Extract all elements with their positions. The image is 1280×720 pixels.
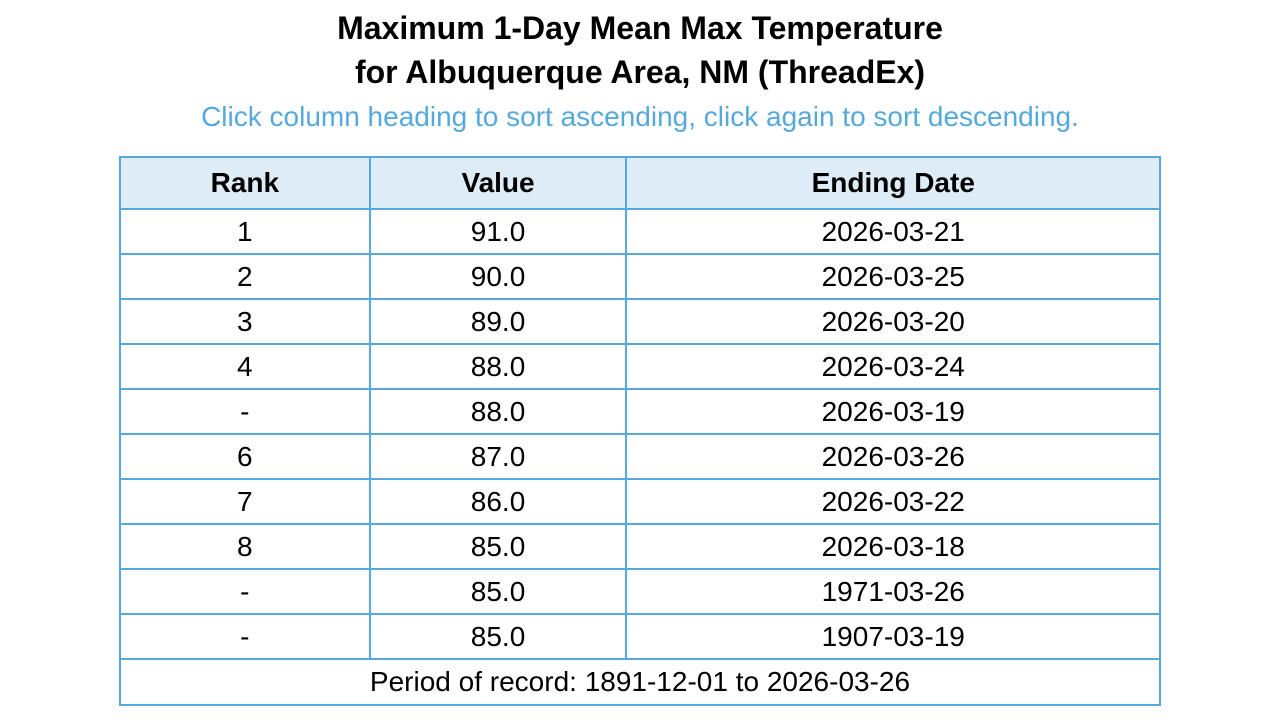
records-table-container: Rank Value Ending Date 1 91.0 2026-03-21… <box>119 156 1161 706</box>
table-row: 8 85.0 2026-03-18 <box>119 523 1161 570</box>
sort-instructions: Click column heading to sort ascending, … <box>201 101 1079 132</box>
cell-ending-date: 2026-03-25 <box>625 253 1161 300</box>
table-row: 7 86.0 2026-03-22 <box>119 478 1161 525</box>
cell-value: 88.0 <box>368 343 628 390</box>
cell-rank: - <box>119 388 371 435</box>
cell-value: 85.0 <box>368 523 628 570</box>
cell-value: 90.0 <box>368 253 628 300</box>
cell-value: 85.0 <box>368 613 628 660</box>
table-row: 4 88.0 2026-03-24 <box>119 343 1161 390</box>
records-table: Rank Value Ending Date 1 91.0 2026-03-21… <box>119 156 1161 706</box>
cell-ending-date: 2026-03-18 <box>625 523 1161 570</box>
cell-rank: 3 <box>119 298 371 345</box>
column-header-ending-date[interactable]: Ending Date <box>625 156 1161 210</box>
cell-value: 91.0 <box>368 208 628 255</box>
page-title-line1: Maximum 1-Day Mean Max Temperature <box>337 10 943 46</box>
table-row: 6 87.0 2026-03-26 <box>119 433 1161 480</box>
cell-value: 87.0 <box>368 433 628 480</box>
table-row: 1 91.0 2026-03-21 <box>119 208 1161 255</box>
cell-value: 86.0 <box>368 478 628 525</box>
table-row: 2 90.0 2026-03-25 <box>119 253 1161 300</box>
cell-rank: 4 <box>119 343 371 390</box>
cell-value: 89.0 <box>368 298 628 345</box>
cell-value: 85.0 <box>368 568 628 615</box>
cell-rank: 6 <box>119 433 371 480</box>
cell-rank: 1 <box>119 208 371 255</box>
header-row: Rank Value Ending Date <box>119 156 1161 210</box>
table-row: - 85.0 1907-03-19 <box>119 613 1161 660</box>
cell-ending-date: 2026-03-22 <box>625 478 1161 525</box>
footer-row: Period of record: 1891-12-01 to 2026-03-… <box>119 658 1161 706</box>
table-row: 3 89.0 2026-03-20 <box>119 298 1161 345</box>
cell-ending-date: 2026-03-24 <box>625 343 1161 390</box>
cell-rank: - <box>119 613 371 660</box>
cell-rank: 7 <box>119 478 371 525</box>
table-row: - 85.0 1971-03-26 <box>119 568 1161 615</box>
cell-ending-date: 2026-03-21 <box>625 208 1161 255</box>
period-of-record: Period of record: 1891-12-01 to 2026-03-… <box>119 658 1161 706</box>
cell-value: 88.0 <box>368 388 628 435</box>
table-row: - 88.0 2026-03-19 <box>119 388 1161 435</box>
cell-rank: - <box>119 568 371 615</box>
cell-ending-date: 2026-03-20 <box>625 298 1161 345</box>
page-title-line2: for Albuquerque Area, NM (ThreadEx) <box>354 54 926 90</box>
cell-ending-date: 1907-03-19 <box>625 613 1161 660</box>
cell-ending-date: 1971-03-26 <box>625 568 1161 615</box>
column-header-rank[interactable]: Rank <box>119 156 371 210</box>
cell-rank: 2 <box>119 253 371 300</box>
cell-ending-date: 2026-03-19 <box>625 388 1161 435</box>
cell-rank: 8 <box>119 523 371 570</box>
page-title: Maximum 1-Day Mean Max Temperature for A… <box>0 6 1280 94</box>
cell-ending-date: 2026-03-26 <box>625 433 1161 480</box>
column-header-value[interactable]: Value <box>368 156 628 210</box>
